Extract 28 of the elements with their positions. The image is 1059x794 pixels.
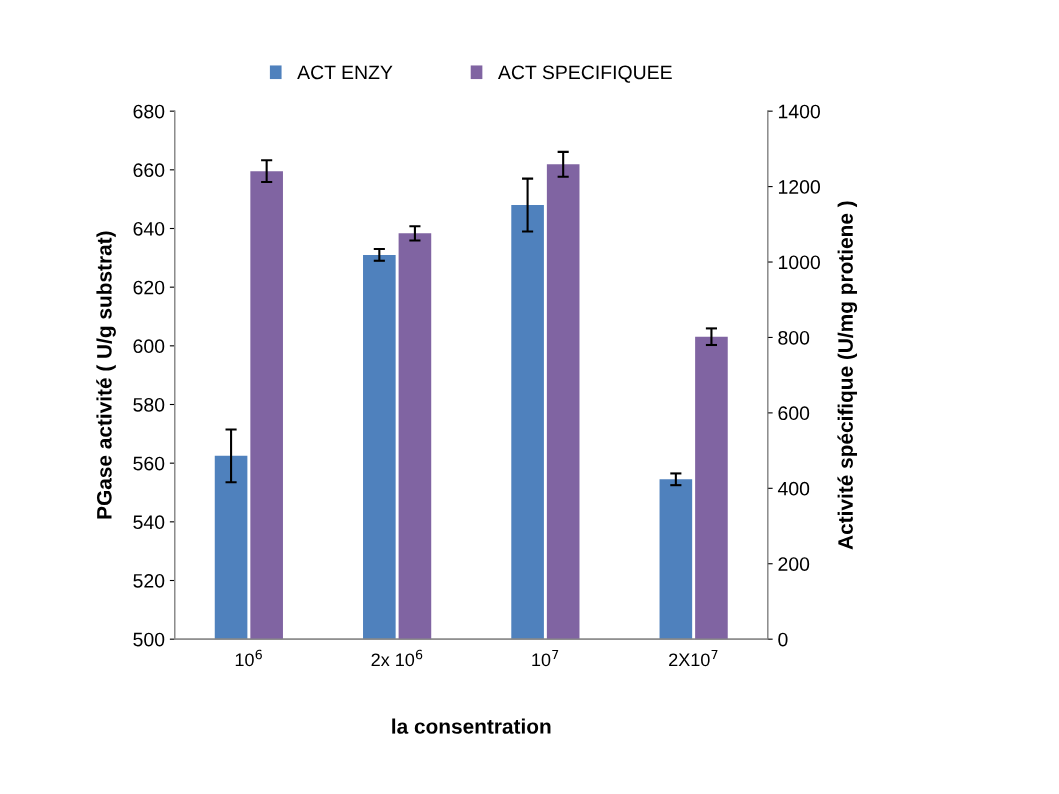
y2-tick-label: 600 xyxy=(778,406,810,421)
legend-label: ACT ENZY xyxy=(297,65,393,80)
y-tick-label: 620 xyxy=(133,280,165,295)
y-tick-label: 640 xyxy=(133,221,165,236)
y-axis-title: PGase activité ( U/g substrat) xyxy=(96,231,116,519)
y2-axis-title: Activité spécifique (U/mg protiene ) xyxy=(837,201,858,550)
bar xyxy=(250,171,283,640)
y2-tick-label: 1000 xyxy=(778,255,820,270)
y-tick-label: 560 xyxy=(133,456,165,471)
y-tick-label: 540 xyxy=(133,515,165,530)
y2-tick-label: 1200 xyxy=(778,180,820,194)
y2-tick-label: 0 xyxy=(778,632,788,647)
x-tick-label: 10$^{7}$ xyxy=(532,649,559,667)
y-tick-label: 680 xyxy=(133,104,165,119)
y-tick-label: 600 xyxy=(133,339,165,354)
x-axis-title: la consentration xyxy=(392,718,551,734)
y-tick-label: 580 xyxy=(133,397,165,412)
y2-tick-label: 1400 xyxy=(778,104,820,119)
y2-tick-label: 400 xyxy=(777,481,810,496)
y2-tick-label: 800 xyxy=(778,330,810,345)
y-tick-label: 500 xyxy=(133,632,165,647)
y-tick-label: 660 xyxy=(133,163,165,178)
x-tick-label: 10$^{6}$ xyxy=(235,649,262,667)
x-tick-label: 2X10$^{7}$ xyxy=(669,649,718,667)
x-tick-label: 2x 10$^{6}$ xyxy=(371,649,423,667)
y2-tick-label: 200 xyxy=(778,557,810,571)
legend-label: ACT SPECIFIQUEE xyxy=(497,65,672,83)
y-tick-label: 520 xyxy=(133,573,165,588)
